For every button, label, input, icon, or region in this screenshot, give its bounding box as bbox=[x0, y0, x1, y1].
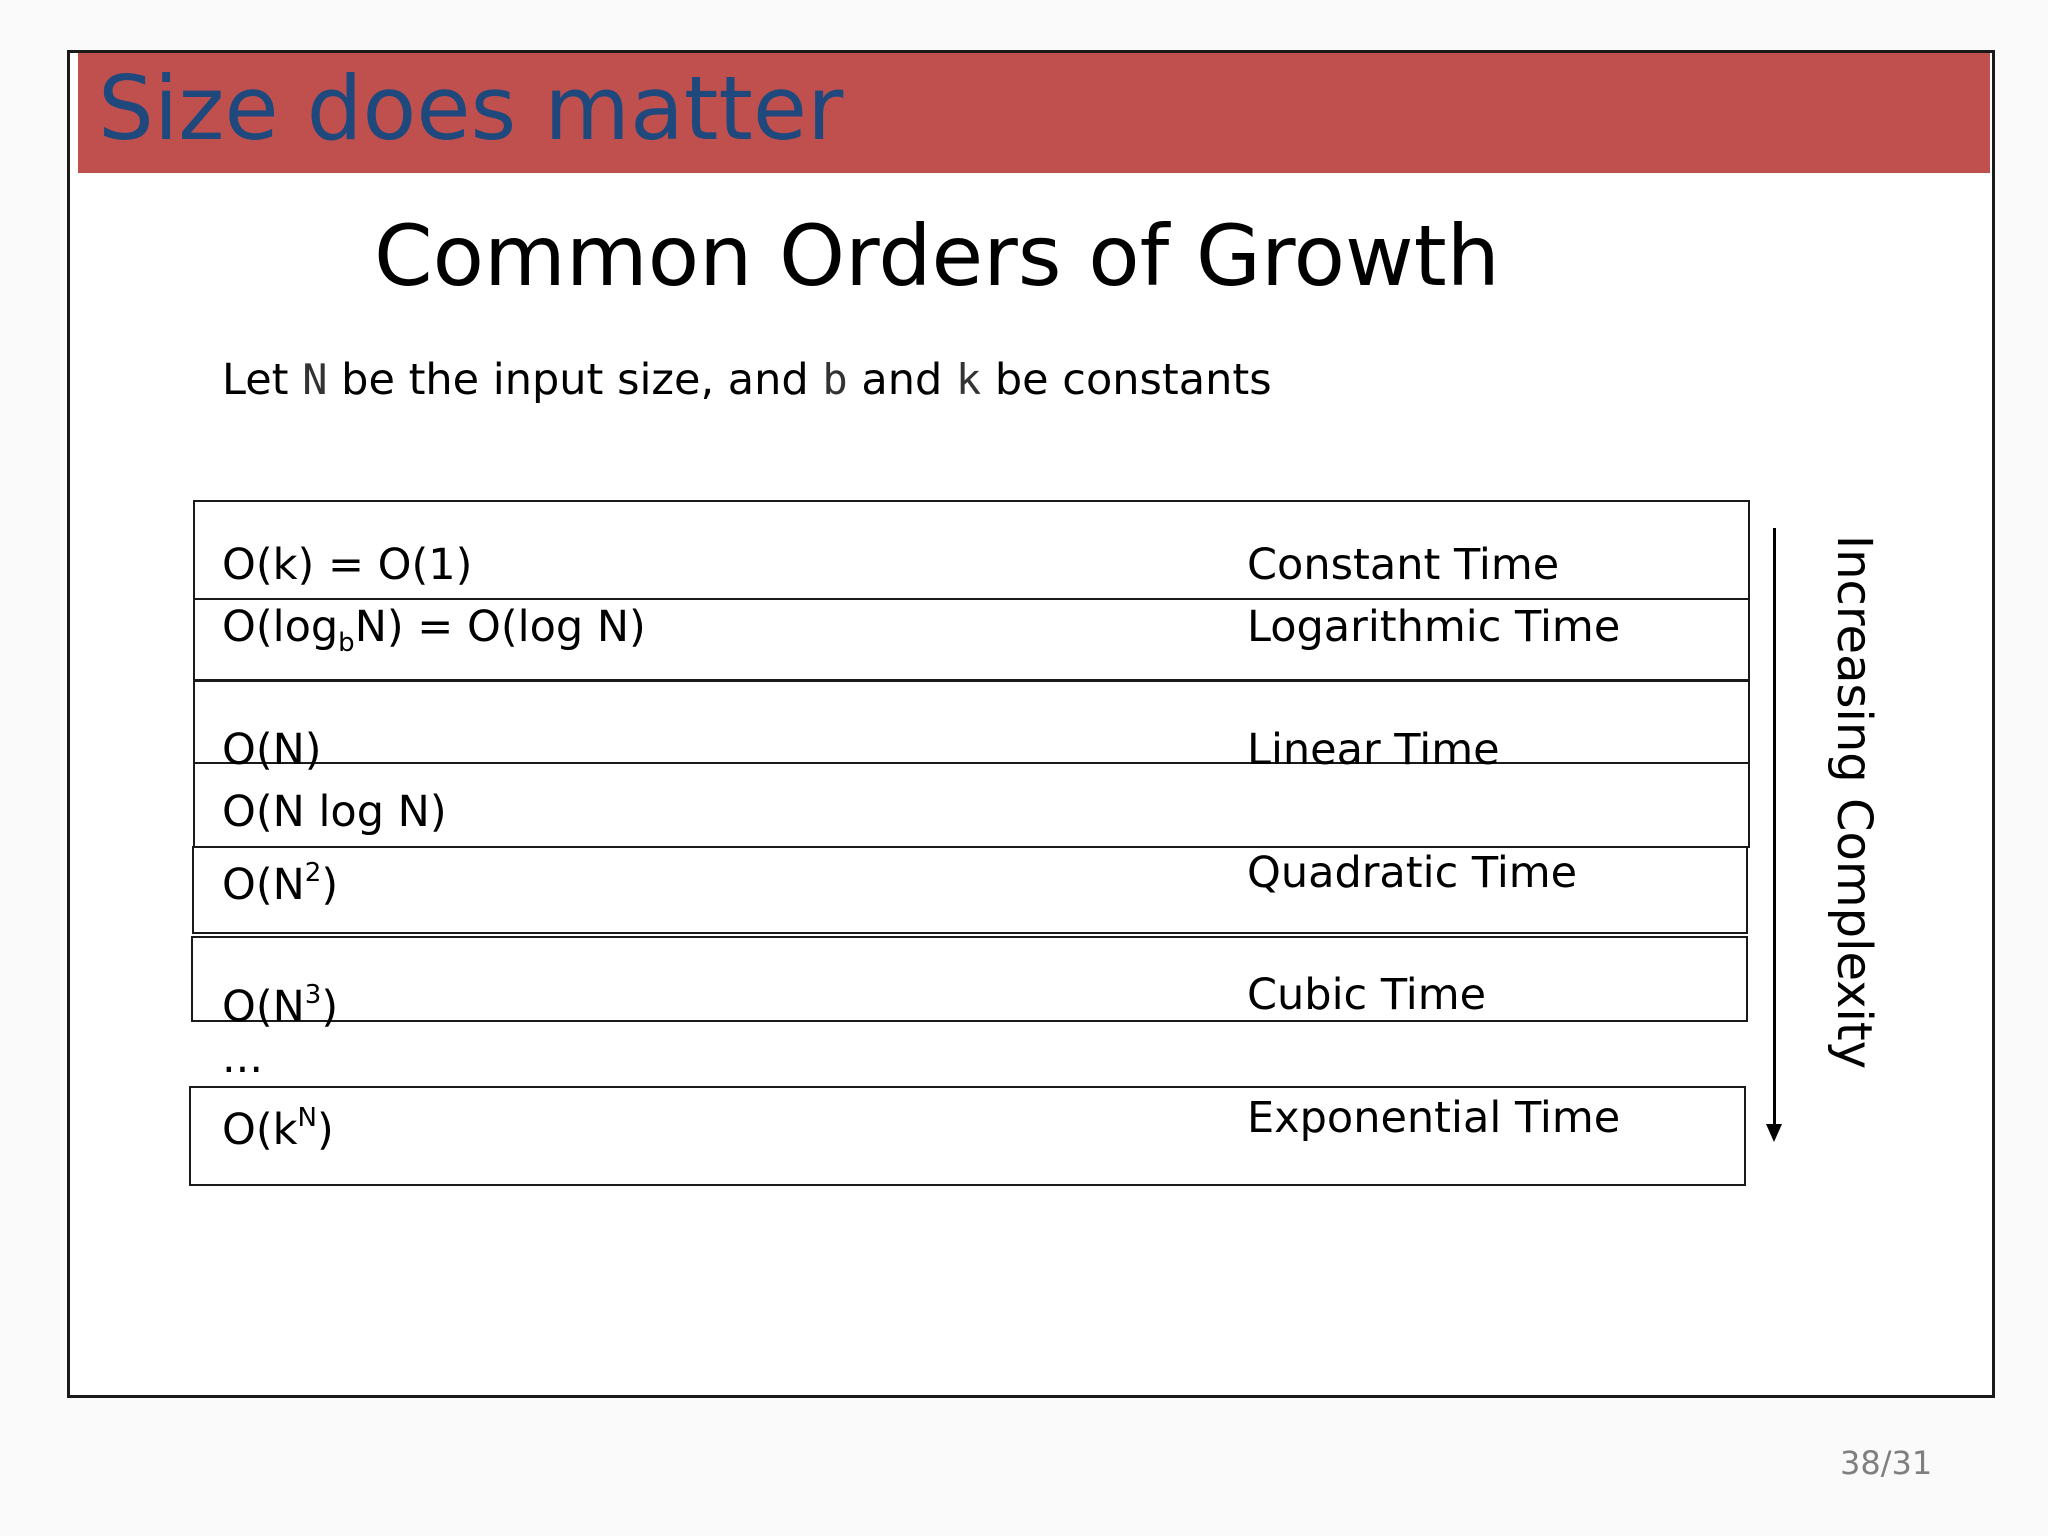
intro-part-2: be the input size, and bbox=[327, 355, 823, 405]
name-logarithmic: Logarithmic Time bbox=[1247, 602, 1621, 652]
notation-exponential-pre: O(k bbox=[222, 1105, 298, 1155]
notation-n-log-n: O(N log N) bbox=[222, 787, 447, 837]
slide-title: Size does matter bbox=[98, 57, 844, 160]
intro-part-3: and bbox=[847, 355, 956, 405]
notation-cubic-pre: O(N bbox=[222, 982, 305, 1032]
ellipsis: ... bbox=[222, 1033, 264, 1083]
notation-exponential-exp: N bbox=[297, 1103, 317, 1133]
name-quadratic: Quadratic Time bbox=[1247, 848, 1578, 898]
box-cubic bbox=[191, 936, 1748, 1022]
box-linear bbox=[193, 680, 1750, 764]
notation-exponential-post: ) bbox=[316, 1105, 334, 1155]
intro-part-4: be constants bbox=[981, 355, 1272, 405]
complexity-label: Increasing Complexity bbox=[1826, 534, 1882, 1070]
title-bar: Size does matter bbox=[78, 53, 1990, 173]
notation-quadratic-pre: O(N bbox=[222, 860, 305, 910]
var-b: b bbox=[822, 355, 848, 404]
notation-cubic: O(N3) bbox=[222, 967, 338, 1035]
notation-logarithmic-base: b bbox=[338, 628, 355, 658]
notation-logarithmic-post: N) = O(log N) bbox=[354, 602, 646, 652]
notation-logarithmic-pre: O(log bbox=[222, 602, 339, 652]
notation-exponential: O(kN) bbox=[222, 1090, 334, 1158]
notation-linear: O(N) bbox=[222, 725, 322, 775]
notation-quadratic: O(N2) bbox=[222, 845, 338, 913]
slide-frame bbox=[67, 50, 1995, 1398]
box-quadratic bbox=[192, 846, 1748, 934]
notation-constant: O(k) = O(1) bbox=[222, 540, 473, 590]
notation-cubic-exp: 3 bbox=[304, 980, 322, 1010]
intro-text: Let N be the input size, and b and k be … bbox=[222, 352, 1272, 408]
notation-cubic-post: ) bbox=[321, 982, 339, 1032]
name-constant: Constant Time bbox=[1247, 540, 1560, 590]
slide-subtitle: Common Orders of Growth bbox=[374, 207, 1500, 305]
intro-part-1: Let bbox=[222, 355, 303, 405]
arrow-down-icon bbox=[1766, 1124, 1782, 1142]
complexity-arrow-line bbox=[1773, 528, 1776, 1128]
var-k: k bbox=[955, 355, 982, 404]
notation-logarithmic: O(logbN) = O(log N) bbox=[222, 599, 646, 671]
notation-quadratic-post: ) bbox=[321, 860, 339, 910]
page-number: 38/31 bbox=[1840, 1444, 1933, 1482]
name-cubic: Cubic Time bbox=[1247, 970, 1487, 1020]
name-exponential: Exponential Time bbox=[1247, 1093, 1621, 1143]
var-n: N bbox=[302, 355, 328, 404]
name-linear: Linear Time bbox=[1247, 725, 1500, 775]
box-exponential bbox=[189, 1086, 1746, 1186]
notation-quadratic-exp: 2 bbox=[304, 858, 322, 888]
